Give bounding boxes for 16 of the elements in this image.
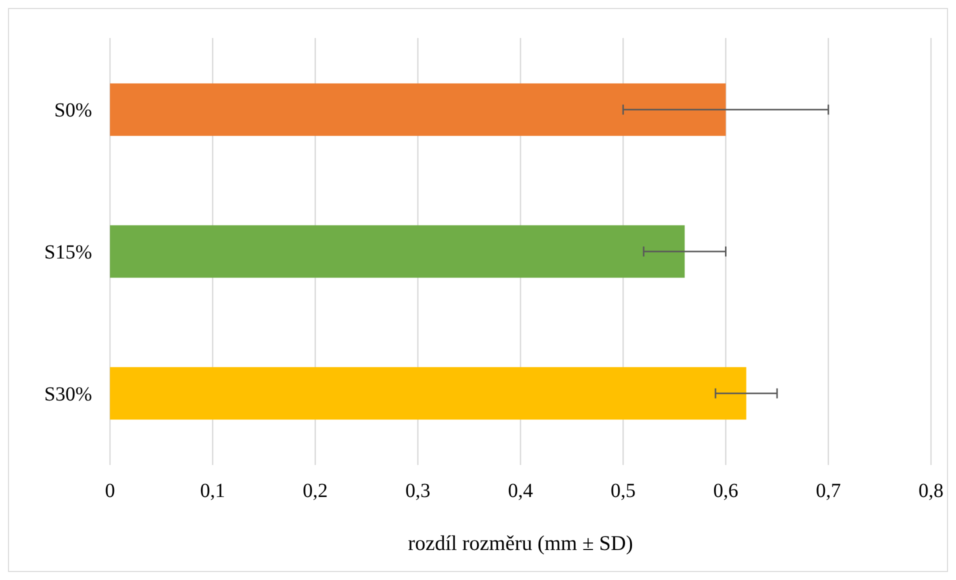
x-tick-label: 0,5 bbox=[610, 480, 636, 502]
y-tick-label: S30% bbox=[44, 383, 92, 406]
bar bbox=[110, 225, 685, 278]
x-axis-title: rozdíl rozměru (mm ± SD) bbox=[408, 531, 633, 555]
bar bbox=[110, 367, 746, 420]
x-tick-label: 0,7 bbox=[816, 480, 841, 502]
x-tick-label: 0,3 bbox=[405, 480, 430, 502]
x-tick-label: 0,2 bbox=[302, 480, 328, 502]
x-tick-label: 0,6 bbox=[713, 480, 738, 502]
x-tick-label: 0,4 bbox=[508, 480, 533, 502]
y-tick-label: S0% bbox=[54, 100, 92, 122]
x-tick-label: 0,8 bbox=[918, 480, 944, 502]
x-tick-label: 0,1 bbox=[200, 480, 226, 502]
bar bbox=[110, 83, 726, 136]
x-tick-label: 0 bbox=[105, 480, 115, 502]
y-tick-label: S15% bbox=[44, 242, 92, 264]
